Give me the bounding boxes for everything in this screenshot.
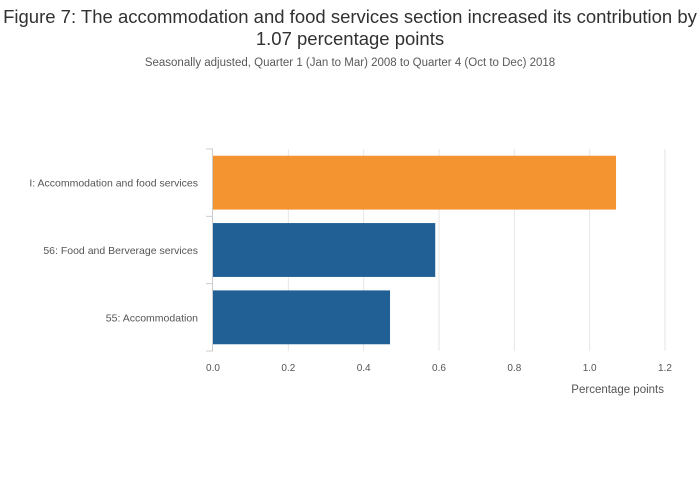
bar [213, 223, 436, 277]
axes: 0.0 0.2 0.4 0.6 0.8 1.0 1.2 I: Accommodation an… [29, 148, 672, 374]
x-tick-label: 0.0 [206, 363, 220, 374]
x-tick-label: 0.8 [507, 363, 521, 374]
bar [213, 155, 617, 210]
category-label: 56: Food and Berverage services [43, 245, 198, 257]
category-label: 55: Accommodation [106, 312, 198, 324]
chart-subtitle: Seasonally adjusted, Quarter 1 (Jan to M… [144, 57, 556, 69]
x-axis-title: Percentage points [571, 384, 664, 396]
category-label: I: Accommodation and food services [29, 178, 198, 190]
bars [213, 155, 617, 345]
x-tick-label: 0.4 [357, 363, 371, 374]
bar [213, 290, 391, 345]
x-tick-label: 0.6 [432, 363, 446, 374]
chart-title: Figure 7: The accommodation and food ser… [3, 6, 697, 49]
x-tick-label: 1.2 [658, 363, 672, 374]
x-tick-label: 0.2 [281, 363, 295, 374]
x-tick-label: 1.0 [583, 363, 597, 374]
